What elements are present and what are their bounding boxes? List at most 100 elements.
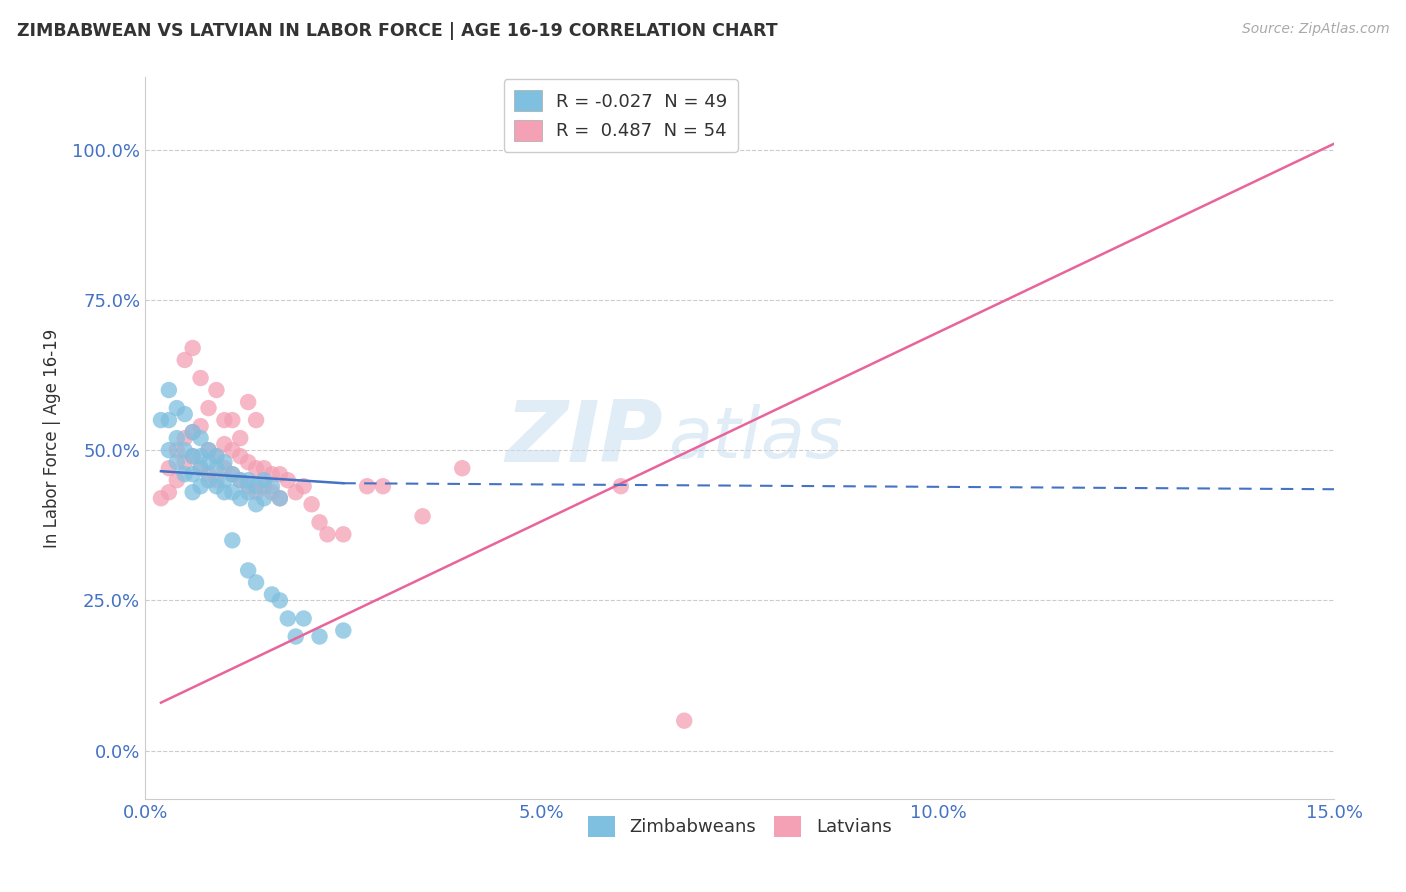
Text: ZIP: ZIP	[505, 397, 662, 480]
Point	[214, 485, 236, 500]
Point	[221, 533, 243, 548]
Point	[149, 413, 172, 427]
Point	[181, 449, 204, 463]
Point	[238, 485, 260, 500]
Point	[371, 479, 394, 493]
Point	[245, 497, 267, 511]
Point	[181, 425, 204, 439]
Point	[253, 491, 276, 506]
Point	[197, 401, 219, 415]
Point	[221, 485, 243, 500]
Point	[181, 485, 204, 500]
Point	[214, 413, 236, 427]
Point	[157, 413, 180, 427]
Point	[269, 467, 291, 482]
Point	[190, 371, 212, 385]
Point	[157, 485, 180, 500]
Point	[308, 630, 330, 644]
Point	[166, 473, 188, 487]
Point	[277, 473, 299, 487]
Point	[157, 383, 180, 397]
Point	[269, 593, 291, 607]
Point	[190, 479, 212, 493]
Point	[197, 443, 219, 458]
Point	[166, 455, 188, 469]
Point	[673, 714, 696, 728]
Point	[205, 461, 228, 475]
Point	[190, 461, 212, 475]
Point	[284, 630, 307, 644]
Point	[229, 491, 252, 506]
Point	[238, 473, 260, 487]
Point	[221, 413, 243, 427]
Point	[260, 479, 283, 493]
Point	[301, 497, 323, 511]
Point	[229, 449, 252, 463]
Point	[245, 575, 267, 590]
Point	[245, 413, 267, 427]
Point	[166, 443, 188, 458]
Point	[451, 461, 474, 475]
Point	[238, 395, 260, 409]
Point	[190, 461, 212, 475]
Point	[269, 491, 291, 506]
Text: atlas: atlas	[668, 404, 844, 473]
Point	[245, 485, 267, 500]
Point	[190, 419, 212, 434]
Point	[166, 401, 188, 415]
Point	[238, 479, 260, 493]
Point	[205, 383, 228, 397]
Point	[214, 473, 236, 487]
Point	[214, 437, 236, 451]
Point	[412, 509, 434, 524]
Point	[205, 449, 228, 463]
Point	[157, 443, 180, 458]
Point	[181, 425, 204, 439]
Point	[253, 461, 276, 475]
Point	[238, 563, 260, 577]
Point	[253, 473, 276, 487]
Point	[197, 467, 219, 482]
Point	[221, 467, 243, 482]
Point	[173, 455, 195, 469]
Point	[316, 527, 339, 541]
Point	[214, 461, 236, 475]
Point	[292, 611, 315, 625]
Point	[221, 443, 243, 458]
Point	[260, 485, 283, 500]
Point	[205, 473, 228, 487]
Point	[610, 479, 633, 493]
Point	[260, 467, 283, 482]
Point	[173, 431, 195, 445]
Point	[181, 467, 204, 482]
Point	[197, 443, 219, 458]
Point	[166, 431, 188, 445]
Point	[197, 455, 219, 469]
Point	[284, 485, 307, 500]
Point	[238, 455, 260, 469]
Point	[253, 479, 276, 493]
Point	[181, 449, 204, 463]
Point	[332, 527, 354, 541]
Point	[173, 443, 195, 458]
Point	[214, 455, 236, 469]
Point	[332, 624, 354, 638]
Point	[245, 479, 267, 493]
Point	[190, 431, 212, 445]
Point	[308, 516, 330, 530]
Point	[269, 491, 291, 506]
Point	[181, 341, 204, 355]
Point	[229, 473, 252, 487]
Point	[229, 473, 252, 487]
Point	[277, 611, 299, 625]
Point	[149, 491, 172, 506]
Point	[190, 449, 212, 463]
Point	[292, 479, 315, 493]
Point	[197, 473, 219, 487]
Point	[173, 353, 195, 368]
Y-axis label: In Labor Force | Age 16-19: In Labor Force | Age 16-19	[44, 328, 60, 548]
Legend: Zimbabweans, Latvians: Zimbabweans, Latvians	[581, 809, 898, 844]
Point	[221, 467, 243, 482]
Text: Source: ZipAtlas.com: Source: ZipAtlas.com	[1241, 22, 1389, 37]
Point	[157, 461, 180, 475]
